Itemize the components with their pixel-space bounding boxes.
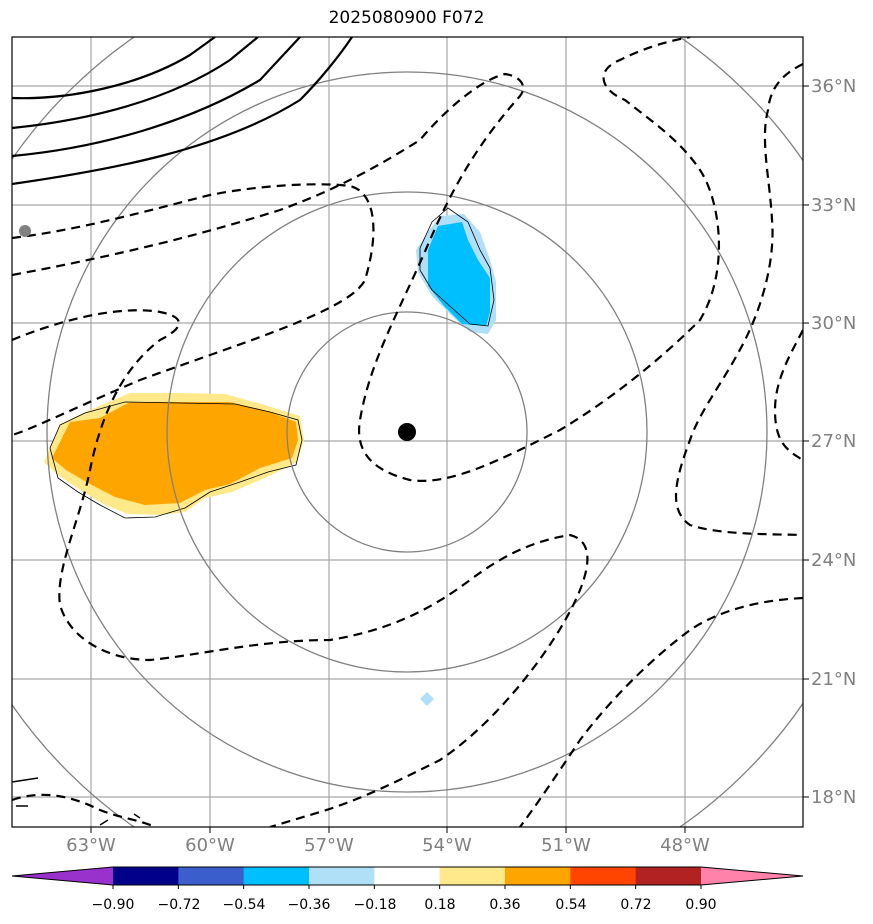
colorbar-segment — [374, 867, 441, 885]
storm-center-marker — [398, 423, 416, 441]
lat-label: 30°N — [811, 313, 856, 334]
positive-anomaly-shading — [44, 393, 304, 519]
lon-label: 63°W — [66, 835, 116, 856]
axis-ticks — [90, 85, 809, 833]
map-frame — [11, 36, 804, 828]
lon-label: 54°W — [422, 835, 472, 856]
colorbar-segment — [243, 867, 310, 885]
graticule — [12, 37, 803, 827]
lon-label: 60°W — [185, 835, 235, 856]
colorbar-tick-label: 0.72 — [620, 897, 651, 913]
colorbar — [11, 866, 804, 889]
station-dot — [19, 225, 31, 237]
colorbar-segment — [178, 867, 245, 885]
lon-label: 48°W — [660, 835, 710, 856]
lat-label: 27°N — [811, 431, 856, 452]
colorbar-tick-label: −0.54 — [223, 897, 266, 913]
colorbar-tick-label: −0.72 — [158, 897, 201, 913]
colorbar-tick-label: 0.18 — [424, 897, 455, 913]
colorbar-tick-label: 0.90 — [685, 897, 716, 913]
colorbar-segment — [113, 867, 179, 885]
colorbar-extend-max — [701, 867, 803, 885]
longitude-labels: 63°W 60°W 57°W 54°W 51°W 48°W — [66, 835, 710, 856]
colorbar-segment — [505, 867, 571, 885]
colorbar-tick-label: 0.36 — [489, 897, 520, 913]
colorbar-tick-label: −0.18 — [354, 897, 397, 913]
lat-label: 21°N — [811, 669, 856, 690]
colorbar-segment — [309, 867, 375, 885]
colorbar-tick-labels: −0.90 −0.72 −0.54 −0.36 −0.18 0.18 0.36 … — [92, 897, 717, 913]
lon-label: 51°W — [541, 835, 591, 856]
dashed-contours — [12, 37, 803, 827]
colorbar-tick-label: −0.36 — [288, 897, 331, 913]
latitude-labels: 36°N 33°N 30°N 27°N 24°N 21°N 18°N — [811, 76, 856, 808]
lat-label: 18°N — [811, 787, 856, 808]
lat-label: 33°N — [811, 195, 856, 216]
map-title: 2025080900 F072 — [328, 8, 485, 28]
colorbar-segment — [635, 867, 702, 885]
lat-label: 36°N — [811, 76, 856, 97]
colorbar-segment — [439, 867, 506, 885]
lat-label: 24°N — [811, 550, 856, 571]
colorbar-tick-label: −0.90 — [92, 897, 135, 913]
colorbar-tick-label: 0.54 — [555, 897, 586, 913]
lon-label: 57°W — [304, 835, 354, 856]
colorbar-extend-min — [12, 867, 113, 885]
colorbar-segment — [570, 867, 637, 885]
negative-anomaly-shading — [416, 207, 496, 706]
solid-contours — [12, 37, 353, 186]
coastline-fragment — [11, 777, 141, 826]
